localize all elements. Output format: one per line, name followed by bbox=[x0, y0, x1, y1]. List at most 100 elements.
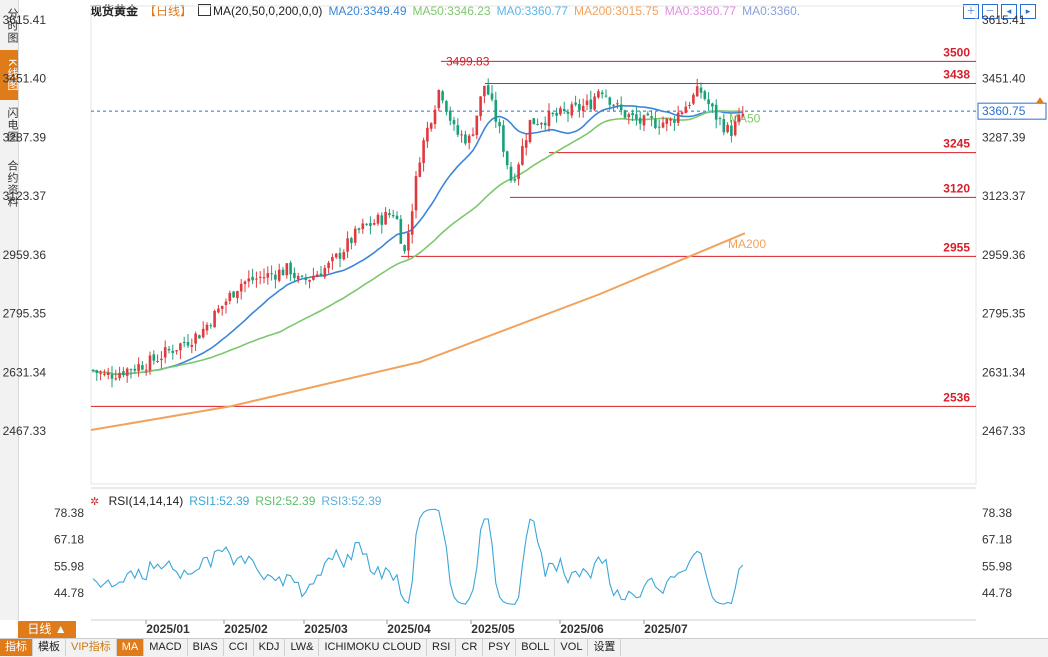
plus-icon[interactable]: ＋ bbox=[963, 4, 979, 19]
candle-body bbox=[540, 122, 543, 125]
rsi-settings-icon[interactable]: ✲ bbox=[90, 496, 100, 508]
candle-body bbox=[319, 273, 323, 277]
candle-body bbox=[144, 369, 148, 371]
candle-body bbox=[726, 124, 729, 133]
candle-body bbox=[536, 123, 539, 125]
tab-indicator[interactable]: 指标 bbox=[0, 639, 33, 656]
tab-template[interactable]: 模板 bbox=[33, 639, 66, 656]
tab-kline[interactable]: K线图 bbox=[0, 50, 18, 100]
candle-body bbox=[509, 166, 513, 181]
candle-body bbox=[597, 91, 600, 98]
candle-body bbox=[194, 333, 197, 344]
candle-body bbox=[357, 228, 361, 230]
candle-body bbox=[737, 114, 741, 122]
tab-ichimoku[interactable]: ICHIMOKU CLOUD bbox=[319, 639, 428, 656]
tab-contract-info[interactable]: 合约资料 bbox=[6, 160, 18, 208]
candle-body bbox=[110, 374, 114, 379]
indicator-tab-bar: 指标 模板 VIP指标 MA MACD BIAS CCI KDJ LW& ICHIMOKU CLO… bbox=[0, 638, 1048, 657]
tab-macd[interactable]: MACD bbox=[144, 639, 188, 656]
candle-body bbox=[517, 164, 520, 180]
rsi3-value: RSI3:52.39 bbox=[321, 494, 382, 508]
candle-body bbox=[129, 369, 133, 371]
candle-body bbox=[555, 112, 558, 116]
y-tick-left: 3123.37 bbox=[3, 189, 47, 203]
kline-chart[interactable]: 3500 3438 3245 3120 2955 2536 3499.83 3360.75 M… bbox=[0, 0, 1048, 638]
tab-timeshare[interactable]: 分时图 bbox=[6, 8, 18, 44]
x-tick-label: 2025/02 bbox=[224, 622, 268, 636]
tab-cr[interactable]: CR bbox=[456, 639, 484, 656]
candle-body bbox=[399, 219, 403, 244]
ma0-value-a: MA0:3360.77 bbox=[496, 4, 568, 18]
candle-body bbox=[410, 211, 414, 235]
candle-body bbox=[296, 275, 300, 280]
candle-body bbox=[293, 272, 296, 279]
candle-body bbox=[608, 97, 612, 105]
y-tick-right: 2631.34 bbox=[982, 365, 1026, 379]
tab-kdj[interactable]: KDJ bbox=[254, 639, 286, 656]
candle-body bbox=[217, 308, 220, 313]
tab-rsi[interactable]: RSI bbox=[427, 639, 457, 656]
level-label-3438: 3438 bbox=[943, 68, 970, 82]
candle-body bbox=[616, 103, 619, 105]
candle-body bbox=[361, 223, 365, 230]
tab-cci[interactable]: CCI bbox=[224, 639, 254, 656]
candle-body bbox=[125, 368, 129, 376]
level-label-2955: 2955 bbox=[943, 240, 970, 254]
candle-body bbox=[99, 372, 102, 374]
candle-body bbox=[559, 108, 562, 115]
tab-bias[interactable]: BIAS bbox=[188, 639, 224, 656]
candle-body bbox=[486, 85, 490, 95]
candle-body bbox=[376, 214, 380, 224]
minus-icon[interactable]: － bbox=[982, 4, 998, 19]
candle-body bbox=[502, 125, 505, 152]
candle-body bbox=[312, 275, 315, 280]
arrow-right-icon[interactable]: ▸ bbox=[1020, 4, 1036, 19]
candle-body bbox=[285, 263, 289, 276]
tab-psy[interactable]: PSY bbox=[483, 639, 517, 656]
candle-body bbox=[179, 343, 182, 351]
candle-body bbox=[334, 253, 338, 258]
candle-body bbox=[707, 99, 710, 105]
candle-body bbox=[684, 106, 688, 114]
candle-body bbox=[163, 347, 167, 358]
candle-body bbox=[483, 85, 486, 97]
candle-body bbox=[103, 373, 106, 375]
candle-body bbox=[638, 117, 642, 124]
candle-body bbox=[631, 112, 634, 116]
tab-boll[interactable]: BOLL bbox=[516, 639, 556, 656]
candle-body bbox=[380, 215, 384, 225]
candle-body bbox=[688, 105, 691, 107]
candle-body bbox=[106, 372, 110, 376]
candle-body bbox=[471, 134, 475, 136]
candle-body bbox=[623, 110, 627, 118]
tab-vip-indicator[interactable]: VIP指标 bbox=[66, 639, 117, 656]
candle-body bbox=[600, 92, 604, 95]
rsi-tick-left: 44.78 bbox=[54, 586, 84, 600]
candle-body bbox=[593, 96, 596, 110]
rsi-line bbox=[92, 508, 744, 605]
chart-header: 现货黄金 【日线】 MA(20,50,0,200,0,0) MA20:3349.49 M… bbox=[90, 2, 806, 18]
ma200-value: MA200:3015.75 bbox=[573, 4, 659, 18]
tab-flash[interactable]: 闪电图 bbox=[6, 107, 18, 143]
candle-body bbox=[460, 134, 463, 136]
candle-body bbox=[604, 95, 608, 97]
candle-body bbox=[718, 118, 722, 120]
arrow-left-icon[interactable]: ◂ bbox=[1001, 4, 1017, 19]
candle-body bbox=[635, 114, 638, 120]
tab-lw[interactable]: LW& bbox=[285, 639, 320, 656]
candle-body bbox=[388, 213, 391, 216]
candle-body bbox=[513, 178, 517, 181]
candle-body bbox=[699, 87, 703, 93]
tab-ma[interactable]: MA bbox=[116, 639, 145, 656]
period-select-button[interactable]: 日线 ▲ bbox=[18, 621, 76, 638]
tab-settings[interactable]: 设置 bbox=[588, 639, 622, 656]
candle-body bbox=[300, 275, 304, 277]
tab-vol[interactable]: VOL bbox=[555, 639, 589, 656]
ma20-value: MA20:3349.49 bbox=[328, 4, 407, 18]
main-plot-frame bbox=[90, 5, 977, 485]
ma50-value: MA50:3346.23 bbox=[412, 4, 491, 18]
candle-body bbox=[384, 211, 387, 225]
candle-body bbox=[258, 276, 262, 278]
candle-body bbox=[619, 104, 623, 111]
indicator-settings-icon[interactable] bbox=[198, 4, 212, 16]
